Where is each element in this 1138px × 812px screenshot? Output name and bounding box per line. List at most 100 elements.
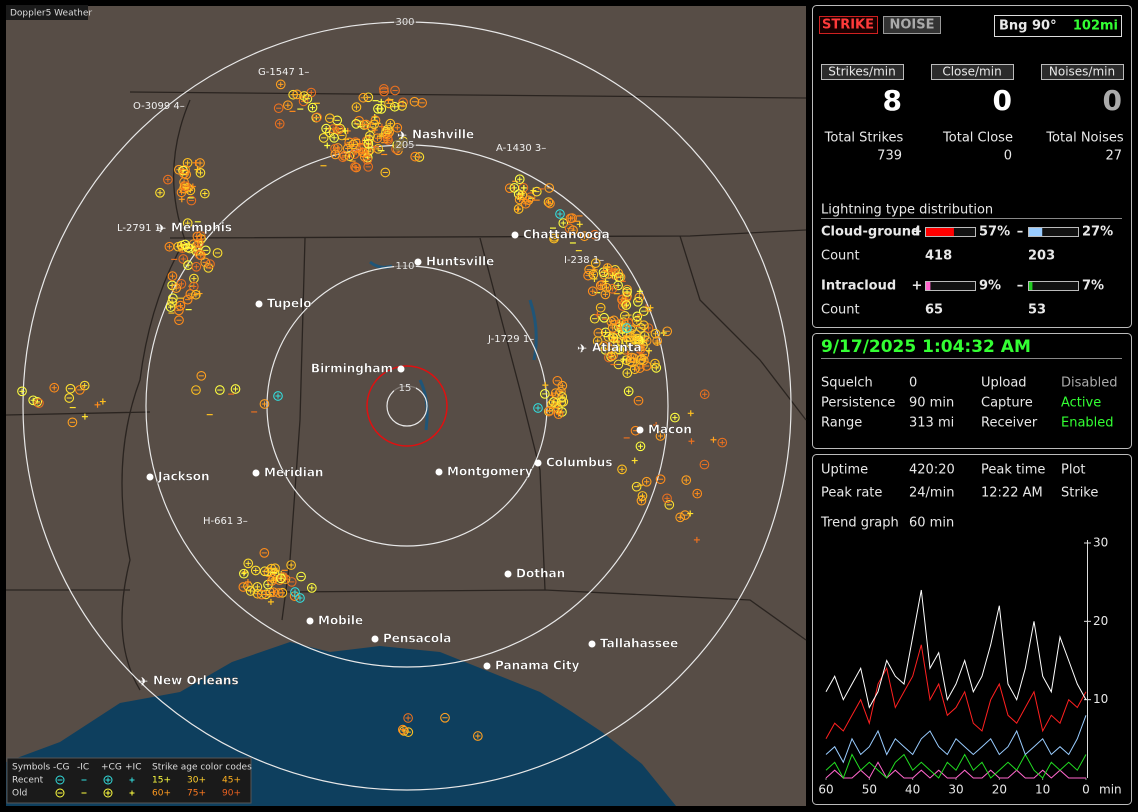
strike-ring: [299, 91, 309, 101]
mode-button[interactable]: [883, 16, 941, 34]
ring-label-bg: [394, 382, 416, 394]
strike-marker: [631, 457, 638, 464]
strike-marker: [650, 358, 660, 369]
strike-sign: [332, 151, 338, 158]
strike-markers: [17, 79, 728, 741]
strike-marker: [599, 312, 609, 323]
strike-sign: [323, 126, 329, 132]
strike-marker: [588, 269, 599, 280]
strike-marker: [182, 218, 193, 229]
strike-marker: [186, 195, 197, 206]
bar-track: [1028, 227, 1079, 237]
total-value: 0: [1004, 149, 1012, 164]
strike-sign: [335, 127, 342, 133]
strike-marker: [191, 261, 202, 272]
strike-marker: [568, 225, 578, 236]
strike-ring: [273, 103, 284, 114]
strike-marker: [385, 118, 396, 129]
strike-marker: [681, 475, 692, 485]
strike-marker: [182, 184, 189, 191]
strike-marker: [440, 712, 450, 723]
strike-ring: [175, 300, 186, 311]
strike-ring: [629, 364, 640, 375]
strike-sign: [178, 196, 185, 203]
strike-sign: [608, 267, 615, 274]
strike-sign: [352, 164, 358, 170]
strike-marker: [256, 589, 267, 600]
strike-ring: [600, 289, 611, 300]
strike-ring: [543, 197, 554, 207]
strike-ring: [181, 181, 191, 192]
strike-ring: [662, 493, 672, 504]
strike-sign: [644, 479, 650, 485]
strike-ring: [362, 154, 373, 165]
strike-marker: [531, 186, 542, 197]
strike-ring: [205, 259, 215, 269]
strike-marker: [94, 401, 101, 408]
stats-value: Strike: [1061, 486, 1098, 501]
strike-marker: [594, 311, 601, 318]
ring-label: 110: [395, 261, 414, 272]
strike-ring: [385, 118, 396, 129]
strike-sign: [309, 105, 316, 111]
strike-ring: [627, 357, 638, 368]
strike-ring: [358, 92, 369, 103]
strike-sign: [615, 339, 621, 345]
strike-marker: [344, 151, 355, 161]
strike-sign: [202, 190, 208, 197]
strike-marker: [361, 119, 371, 130]
strike-ring: [383, 135, 393, 145]
strike-ring: [212, 248, 223, 258]
strike-ring: [557, 380, 568, 391]
strike-marker: [342, 127, 349, 134]
strike-marker: [351, 119, 362, 129]
strike-ring: [296, 571, 306, 582]
strike-ring: [547, 399, 557, 410]
strike-marker: [592, 336, 603, 346]
strike-sign: [187, 187, 194, 193]
bar: [1029, 228, 1043, 236]
ring-label: 15: [399, 383, 412, 394]
strike-marker: [533, 403, 543, 413]
strike-ring: [379, 86, 389, 97]
strike-ring: [17, 386, 27, 397]
city-label: Birmingham: [311, 362, 393, 376]
strike-sign: [276, 590, 282, 596]
bar-track: [1028, 281, 1079, 291]
strike-ring: [267, 575, 277, 586]
strike-sign: [378, 98, 385, 105]
sign: –: [1017, 225, 1024, 240]
status-value: 90 min: [909, 396, 954, 411]
strike-ring: [397, 101, 407, 111]
strike-ring: [373, 103, 383, 114]
strike-marker: [165, 302, 176, 312]
strike-ring: [397, 724, 408, 735]
strike-sign: [184, 160, 191, 166]
strike-sign: [277, 121, 283, 127]
city-dot: [306, 617, 314, 625]
strike-marker: [351, 162, 361, 173]
strike-marker: [417, 97, 427, 108]
strike-sign: [610, 325, 616, 331]
strike-ring: [662, 326, 673, 337]
strike-sign: [634, 318, 640, 324]
strike-marker: [181, 181, 191, 192]
panel: STRIKE NOISE Bng 90° 102mi Strikes/min 8 Close…: [818, 15, 1124, 797]
stats-label: Peak time: [981, 463, 1045, 478]
storm-id: G-1547 1–: [258, 67, 309, 78]
strike-ring: [558, 396, 569, 407]
strike-sign: [350, 141, 356, 148]
mode-button[interactable]: [819, 16, 878, 34]
strike-marker: [633, 395, 644, 406]
percent-label: 7%: [1082, 279, 1104, 294]
strike-ring: [650, 328, 661, 339]
city-label: Tupelo: [267, 297, 312, 311]
strike-marker: [587, 286, 598, 297]
strike-ring: [250, 565, 261, 576]
city-label: Meridian: [264, 466, 323, 480]
strike-ring: [167, 297, 177, 307]
strike-ring: [403, 713, 413, 723]
strike-marker: [274, 588, 284, 598]
city-label: Montgomery: [447, 465, 533, 479]
trend-line: [825, 644, 1087, 740]
